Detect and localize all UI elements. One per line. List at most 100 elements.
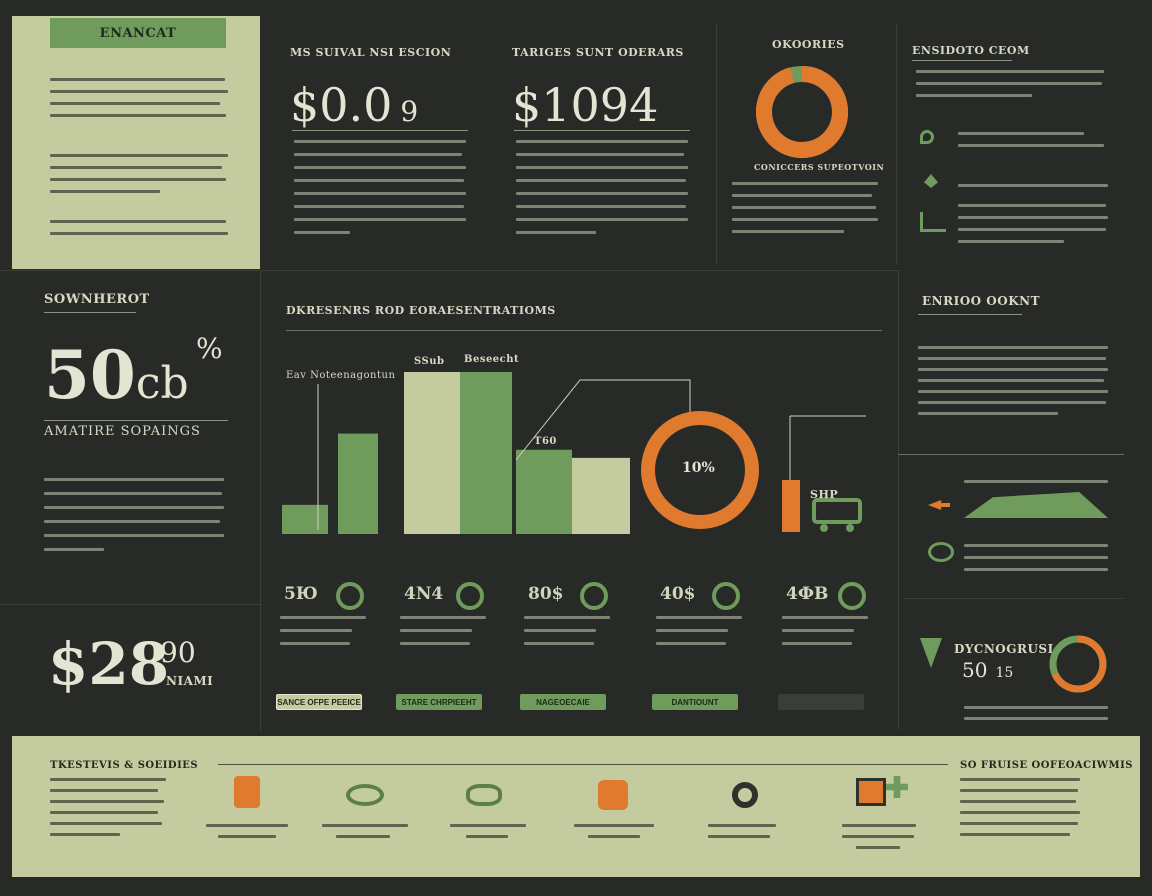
stat-one-value-suffix: 9 [400,95,419,128]
center-title: DKRESENRS ROD EORAESENTRATIOMS [286,304,556,317]
gauge-icon [580,582,608,610]
footer-caption-2 [322,824,408,838]
footer-caption-1 [206,824,288,838]
center-bar-label-b: Beseecht [464,354,520,365]
center-orange-tag [782,480,800,532]
feature-tile: 5Ю SANCE OFPE PEEICE [276,582,400,724]
molecule-icon [466,784,502,806]
donut-panel: OKOORIES CONICCERS SUPEOTVOIN [726,36,886,256]
bar-C [404,372,460,534]
chart-line-icon [920,212,946,232]
feature-tile-text [280,616,366,645]
footer-caption-3 [450,824,526,838]
intro-card: ENANCAT [12,16,260,269]
right-bottom-text [964,706,1108,720]
right-mid-panel: ENRIOO OOKNT [916,292,1116,452]
truck-icon [856,778,886,806]
feature-tile-label: 4ФB [786,584,829,604]
top-right-title: ENSIDOTO CEOM [912,44,1030,57]
right-feature-head [964,480,1108,483]
roof-icon [964,492,1108,518]
stat-two-value: $1094 [512,78,659,132]
feature-tile-button[interactable]: NAGEOECAIE [520,694,606,710]
right-bottom-value: 50 15 [962,658,1013,682]
stat-two-text [516,140,688,234]
stat-panel-two: TARIGES SUNT ODERARS $1094 [512,46,692,246]
feature-tile-button[interactable]: DANTIOUNT [652,694,738,710]
feature-tile-text [782,616,868,645]
left-mid-title: SOWNHEROT [44,292,150,307]
loop-icon [928,542,954,562]
feature-tile-button[interactable] [778,694,864,710]
box-icon [598,780,628,810]
feature-tile-button[interactable]: SANCE OFPE PEEICE [276,694,362,710]
right-feature-text [964,544,1108,571]
bar-B [338,433,378,534]
left-mid-value: 50cb [44,336,189,414]
center-tag-label: SHP [810,488,839,501]
right-bottom-value-number: 50 [962,658,988,682]
stat-one-value: $0.0 9 [290,78,418,132]
footer-caption-6 [842,824,916,849]
left-mid-subtitle: AMATIRE SOPAINGS [44,424,201,439]
bar-A [282,504,328,534]
left-bottom-sup: 90 [160,636,196,669]
feature-tile: 4N4 STARE CHRPIEEHT [396,582,520,724]
intro-text-block-2 [50,154,230,193]
left-mid-panel: SOWNHEROT 50cb % AMATIRE SOPAINGS [44,292,244,582]
left-bottom-panel: $28 90 NIAMI [48,630,248,720]
footer-left-text [50,778,166,836]
left-bottom-suffix: NIAMI [166,674,214,688]
feature-tile-label: 5Ю [284,584,318,604]
intro-badge: ENANCAT [50,18,226,48]
feature-tile-button[interactable]: STARE CHRPIEEHT [396,694,482,710]
arrow-icon [928,500,950,510]
right-mid-title: ENRIOO OOKNT [922,294,1041,308]
right-bottom-title: DYCNOGRUSI [954,642,1054,656]
intro-text-block-3 [50,220,230,235]
top-right-panel: ENSIDOTO CEOM [912,44,1112,264]
feature-tile-text [524,616,610,645]
feature-tile-label: 80$ [528,584,564,604]
left-mid-value-unit: cb [135,358,189,409]
donut-panel-caption: CONICCERS SUPEOTVOIN [754,162,885,172]
gauge-icon [838,582,866,610]
cart-icon [812,498,862,524]
bar-D [460,372,512,534]
bar-F [572,457,630,534]
footer-strip: TKESTEVIS & SOEIDIES SO FRUISE OOFEOACIW… [12,736,1140,877]
left-mid-text [44,478,224,551]
bar-E [516,449,572,534]
right-bottom-donut [1049,635,1107,693]
center-donut-value: 10% [682,460,715,476]
feature-tile-label: 40$ [660,584,696,604]
gauge-icon [712,582,740,610]
stat-two-heading: TARIGES SUNT ODERARS [512,46,684,59]
top-right-item-2 [958,184,1108,187]
center-bar-chart [282,372,866,534]
right-bottom-value-sup: 15 [995,665,1014,681]
plus-icon [886,776,908,798]
stat-one-value-text: $0.0 [290,78,393,132]
feature-tile-label: 4N4 [404,584,444,604]
intro-badge-label: ENANCAT [99,25,177,41]
stat-panel-one: MS SUIVAL NSI ESCION $0.0 9 [290,46,470,246]
flask-icon [234,776,260,808]
center-axis-label: Eav Noteenagontun [286,370,396,381]
bike-icon [346,784,384,806]
feature-tiles: 5Ю SANCE OFPE PEEICE 4N4 STARE CHRPIEEHT 80$… [276,582,884,724]
right-mid-text [918,346,1108,415]
stat-one-text [294,140,466,234]
stat-one-heading: MS SUIVAL NSI ESCION [290,46,452,59]
left-mid-value-number: 50 [44,336,136,414]
footer-right-text [960,778,1080,836]
center-panel: DKRESENRS ROD EORAESENTRATIOMS Eav Notee… [276,294,884,734]
disc-icon [732,782,758,808]
right-bottom-panel: DYCNOGRUSI 50 15 [920,632,1120,722]
shield-icon [920,130,934,144]
top-right-item-3 [958,204,1108,243]
feature-tile: 40$ DANTIOUNT [652,582,776,724]
donut-panel-title: OKOORIES [772,38,845,51]
donut-panel-text [732,182,878,233]
feature-tile: 80$ NAGEOECAIE [520,582,644,724]
